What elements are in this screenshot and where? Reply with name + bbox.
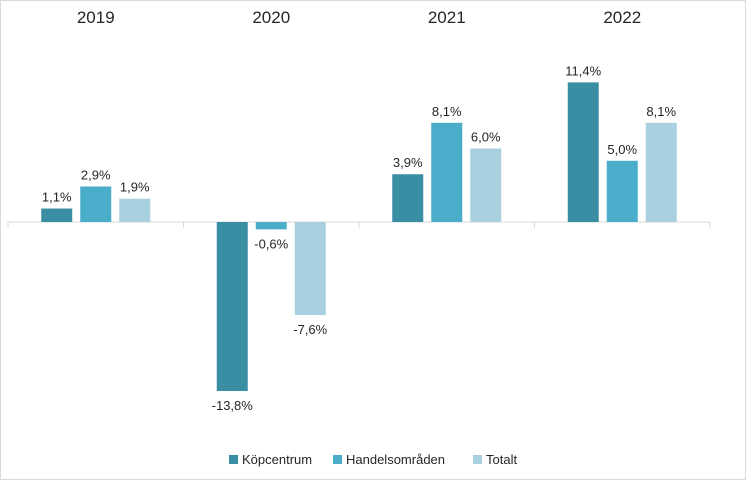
legend-swatch [473,455,482,464]
bar [431,122,463,222]
year-label: 2022 [603,8,641,27]
data-label: 1,1% [42,190,72,205]
bar [294,222,326,316]
data-label: -7,6% [293,322,327,337]
year-label: 2021 [428,8,466,27]
data-label: 5,0% [607,142,637,157]
data-label: 1,9% [120,180,150,195]
legend-label: Köpcentrum [242,452,312,467]
data-label: -13,8% [212,398,254,413]
legend-label: Totalt [486,452,517,467]
bar [80,186,112,222]
data-label: 8,1% [432,104,462,119]
bar [567,82,599,223]
data-label: 2,9% [81,167,111,182]
bar [216,222,248,391]
legend-label: Handelsområden [346,452,445,467]
data-label: 3,9% [393,155,423,170]
legend-swatch [229,455,238,464]
bar [255,222,287,230]
data-label: 6,0% [471,130,501,145]
data-label: 8,1% [646,104,676,119]
bar [470,148,502,222]
data-label: -0,6% [254,236,288,251]
bar [119,198,151,222]
bar [606,160,638,222]
bar [392,174,424,222]
year-label: 2020 [252,8,290,27]
data-label: 11,4% [565,63,601,78]
legend-swatch [333,455,342,464]
bar [41,208,73,222]
year-label: 2019 [77,8,115,27]
bar [645,122,677,222]
